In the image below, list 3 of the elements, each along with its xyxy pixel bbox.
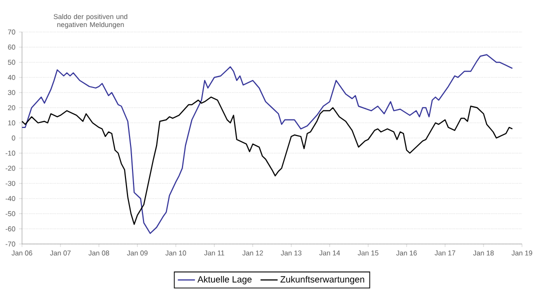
legend-label: Zukunftserwartungen (280, 276, 364, 284)
legend-label: Aktuelle Lage (197, 276, 252, 284)
line-series (21, 54, 513, 234)
